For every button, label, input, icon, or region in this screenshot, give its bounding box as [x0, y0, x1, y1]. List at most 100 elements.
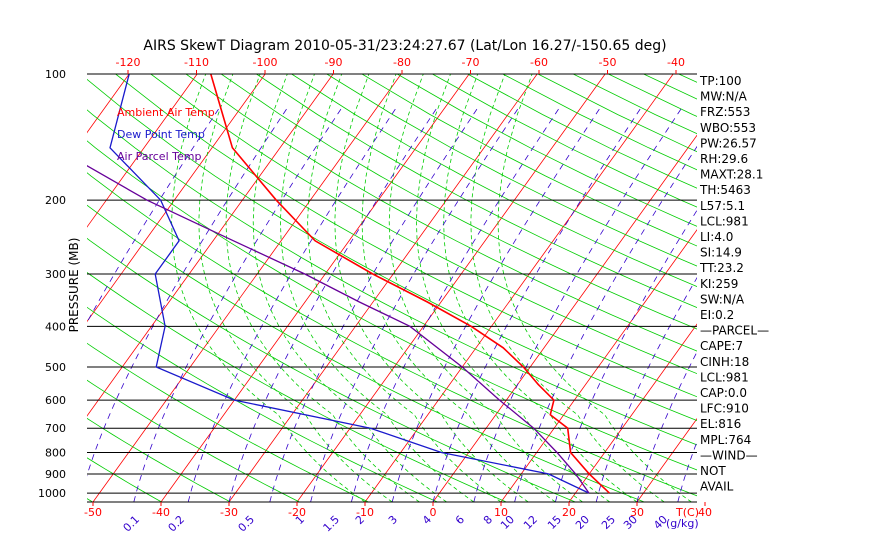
- pressure-tick-label: 100: [45, 68, 66, 81]
- index-entry: FRZ:553: [700, 105, 750, 119]
- isotherm-line: [87, 74, 266, 323]
- mixing-ratio-line: [87, 106, 289, 477]
- mixing-ratio-tick-label: 6: [453, 513, 467, 527]
- mixing-ratio-line: [351, 106, 561, 502]
- index-entry: RH:29.6: [700, 152, 748, 166]
- pressure-tick-label: 200: [45, 194, 66, 207]
- isotherm-line: [228, 74, 538, 502]
- pressure-tick-label: 700: [45, 422, 66, 435]
- dry-adiabat: [326, 74, 697, 267]
- dry-adiabat: [220, 74, 697, 330]
- top-axis-tick-label: -110: [184, 56, 209, 69]
- mixing-ratio-line: [514, 145, 697, 502]
- mixing-ratio-tick-label: 25: [599, 513, 618, 532]
- legend-entry: Ambient Air Temp: [117, 106, 215, 119]
- mixing-ratio-line: [595, 276, 697, 502]
- dry-adiabat: [87, 204, 645, 502]
- mixing-ratio-tick-label: 0.5: [236, 513, 258, 535]
- index-entry: —WIND—: [700, 448, 758, 462]
- dry-adiabat: [397, 74, 697, 227]
- series-line-air-parcel-temp: [87, 165, 590, 494]
- top-axis-tick-label: -70: [462, 56, 480, 69]
- mixing-ratio-line: [636, 351, 697, 502]
- moist-adiabat: [198, 74, 393, 502]
- series-line-dew-point-temp: [109, 74, 590, 494]
- dry-adiabat: [87, 342, 369, 502]
- pressure-tick-label: 600: [45, 394, 66, 407]
- dry-adiabat: [87, 457, 162, 502]
- index-entry: KI:259: [700, 277, 738, 291]
- dry-adiabat: [87, 306, 438, 502]
- isotherm-line: [773, 74, 870, 502]
- bottom-axis-tick-label: -40: [152, 506, 170, 519]
- dry-adiabat: [0, 74, 24, 502]
- mixing-ratio-line: [391, 106, 601, 502]
- mixing-ratio-line: [87, 106, 221, 324]
- dry-adiabat: [502, 74, 697, 171]
- dry-adiabat: [87, 78, 697, 421]
- pressure-tick-label: 500: [45, 361, 66, 374]
- mixing-ratio-tick-label: 3: [386, 513, 400, 527]
- dry-adiabat: [291, 74, 697, 288]
- bottom-axis-tick-label: -20: [288, 506, 306, 519]
- isotherm-line: [87, 74, 334, 417]
- pressure-tick-label: 900: [45, 468, 66, 481]
- index-entry: SW:N/A: [700, 292, 745, 306]
- top-axis-tick-label: -50: [599, 56, 617, 69]
- mixing-ratio-tick-label: 1.5: [321, 513, 343, 535]
- index-entry: LFC:910: [700, 402, 749, 416]
- dry-adiabat: [115, 74, 697, 398]
- bottom-axis-tick-label: -30: [220, 506, 238, 519]
- legend: Ambient Air Temp Dew Point Temp Air Parcel…: [117, 106, 215, 163]
- isotherm-line: [568, 323, 697, 502]
- isotherm-line: [636, 417, 697, 502]
- x-axis-label: T(C): [675, 506, 699, 519]
- index-entry: —PARCEL—: [700, 324, 769, 338]
- moist-adiabat: [361, 74, 556, 502]
- mixing-ratio-line: [133, 106, 343, 502]
- dry-adiabat: [150, 74, 697, 375]
- dry-adiabat: [256, 74, 697, 309]
- dry-adiabat: [87, 271, 507, 502]
- moist-adiabat: [334, 74, 529, 502]
- bottom-axis-tick-label: 10: [494, 506, 508, 519]
- series-lines: [87, 74, 610, 494]
- dry-adiabat: [643, 74, 697, 100]
- index-entry: L57:5.1: [700, 199, 745, 213]
- pressure-tick-label: 300: [45, 268, 66, 281]
- bottom-axis-tick-label: 20: [562, 506, 576, 519]
- moist-adiabat: [279, 74, 475, 502]
- dry-adiabat: [185, 74, 697, 352]
- dry-adiabat: [87, 237, 576, 502]
- top-axis-tick-label: -120: [116, 56, 141, 69]
- mixing-ratio-line: [310, 106, 520, 502]
- dry-adiabat: [87, 140, 697, 471]
- isotherm-line: [87, 74, 198, 228]
- mixing-ratio-line: [228, 106, 438, 502]
- index-entry: MAXT:28.1: [700, 168, 763, 182]
- index-entry: AVAIL: [700, 480, 734, 494]
- mixing-ratio-tick-label: 12: [521, 513, 540, 532]
- index-entry: EL:816: [700, 417, 741, 431]
- top-axis-tick-label: -90: [325, 56, 343, 69]
- pressure-tick-label: 800: [45, 447, 66, 460]
- index-entry: LCL:981: [700, 370, 749, 384]
- mixing-ratio-line: [187, 106, 397, 502]
- mixing-ratio-line: [555, 209, 697, 502]
- legend-entry: Dew Point Temp: [117, 128, 205, 141]
- index-entry: TP:100: [699, 74, 742, 88]
- bottom-axis-tick-label: -50: [84, 506, 102, 519]
- isotherm-line: [364, 74, 674, 502]
- index-entry: PW:26.57: [700, 136, 757, 150]
- mixing-ratio-line: [473, 106, 683, 502]
- mixing-ratio-tick-label: 8: [481, 513, 495, 527]
- index-entry: CINH:18: [700, 355, 749, 369]
- top-axis-tick-label: -40: [667, 56, 685, 69]
- bottom-axis-tick-label: 40: [698, 506, 712, 519]
- isotherm-line: [0, 74, 61, 502]
- grid-lines: [0, 74, 870, 502]
- isotherm-line: [432, 134, 697, 502]
